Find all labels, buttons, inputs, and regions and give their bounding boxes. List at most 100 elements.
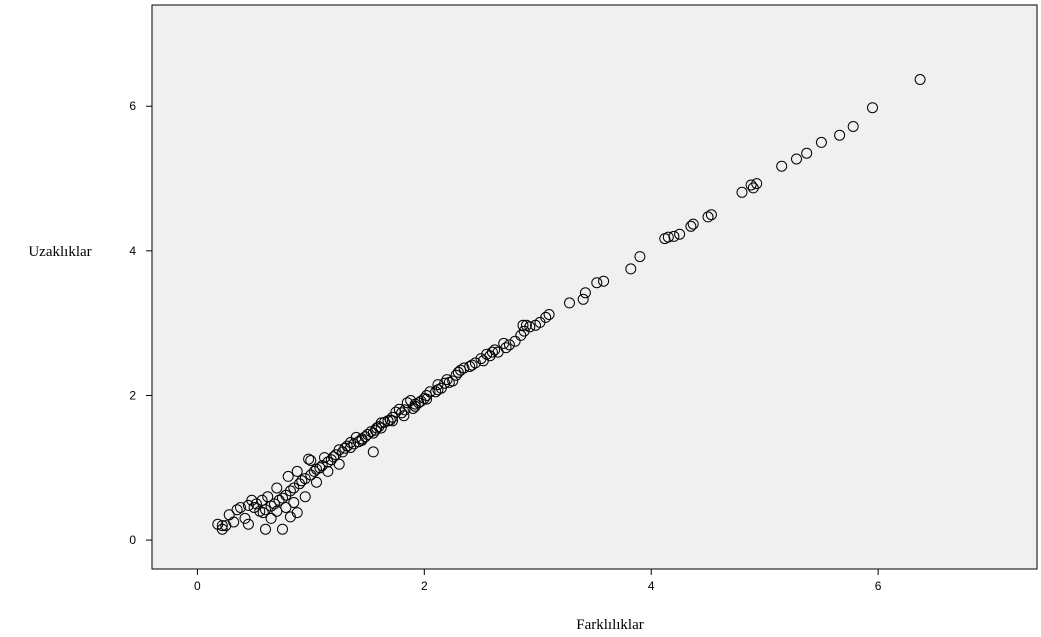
data-point <box>303 453 315 465</box>
data-point <box>687 218 699 230</box>
data-point <box>260 523 271 535</box>
data-point <box>702 211 714 223</box>
data-point <box>517 319 529 331</box>
data-point <box>265 512 277 524</box>
y-axis-title: Uzaklıklar <box>28 244 91 260</box>
data-point <box>674 228 686 240</box>
data-point <box>212 518 224 530</box>
data-point <box>486 346 498 358</box>
data-point <box>322 465 334 477</box>
data-point <box>284 511 296 523</box>
data-point <box>659 233 671 245</box>
data-point <box>745 179 757 191</box>
y-tick-label: 0 <box>129 533 136 547</box>
data-point <box>333 458 345 470</box>
data-point <box>387 415 398 427</box>
data-point <box>736 186 748 198</box>
x-axis: 0 2 4 6 <box>194 569 882 593</box>
data-point <box>291 465 303 477</box>
data-point <box>345 437 357 448</box>
data-point <box>477 355 489 367</box>
data-point <box>294 478 305 490</box>
data-point <box>498 337 510 349</box>
data-point <box>705 209 717 221</box>
data-point <box>530 319 541 331</box>
data-point <box>598 275 610 287</box>
data-point <box>509 335 521 347</box>
data-point <box>489 344 501 356</box>
data-point <box>345 442 357 453</box>
data-point <box>407 403 419 414</box>
data-point <box>455 364 467 376</box>
data-point <box>443 376 455 388</box>
data-point <box>432 384 444 396</box>
data-point <box>409 400 421 412</box>
data-point <box>375 422 387 434</box>
data-point <box>262 491 274 503</box>
data-point <box>235 502 246 513</box>
points-layer <box>212 74 926 535</box>
data-point <box>469 357 481 369</box>
data-point <box>305 469 317 481</box>
data-point <box>288 482 300 494</box>
data-point <box>591 277 603 289</box>
data-point <box>248 502 260 513</box>
data-point <box>421 390 433 401</box>
data-point <box>520 319 532 331</box>
data-point <box>396 407 408 419</box>
data-point <box>747 182 759 194</box>
data-point <box>867 102 878 114</box>
data-point <box>579 287 591 299</box>
data-point <box>475 353 487 365</box>
data-point <box>277 492 288 504</box>
y-tick-label: 2 <box>129 388 136 402</box>
data-point <box>564 297 575 309</box>
data-point <box>466 359 478 371</box>
data-point <box>815 136 827 148</box>
y-axis: 0 2 4 6 <box>129 99 152 547</box>
data-point <box>464 361 476 372</box>
data-point <box>791 153 802 165</box>
data-point <box>246 494 258 506</box>
data-point <box>441 374 453 386</box>
data-point <box>242 518 254 530</box>
data-point <box>834 129 846 141</box>
data-point <box>299 491 311 503</box>
data-point <box>308 465 320 477</box>
data-point <box>280 502 292 513</box>
data-point <box>316 460 328 472</box>
x-axis-title: Farklılıklar <box>576 617 644 633</box>
data-point <box>277 523 288 535</box>
data-point <box>424 386 436 398</box>
data-point <box>367 446 379 458</box>
x-tick-label: 4 <box>648 579 655 593</box>
data-point <box>271 505 283 517</box>
data-point <box>220 520 232 532</box>
data-point <box>625 263 637 275</box>
data-point <box>452 366 464 378</box>
data-point <box>296 475 308 487</box>
data-point <box>577 293 589 305</box>
data-point <box>362 429 374 440</box>
data-point <box>257 507 269 519</box>
data-point <box>260 504 271 516</box>
data-point <box>801 147 813 159</box>
data-point <box>311 463 322 475</box>
data-point <box>432 379 444 391</box>
data-point <box>269 498 280 510</box>
data-point <box>319 452 330 464</box>
data-point <box>914 74 926 85</box>
data-point <box>776 160 788 172</box>
x-tick-label: 2 <box>421 579 428 593</box>
y-tick-label: 6 <box>129 99 136 113</box>
data-point <box>216 520 228 532</box>
data-point <box>305 455 317 466</box>
data-point <box>398 410 410 422</box>
data-point <box>356 434 368 446</box>
data-point <box>685 220 697 232</box>
x-tick-label: 0 <box>194 579 201 593</box>
data-point <box>421 393 433 405</box>
data-point <box>271 482 283 494</box>
y-tick-label: 4 <box>129 244 136 258</box>
